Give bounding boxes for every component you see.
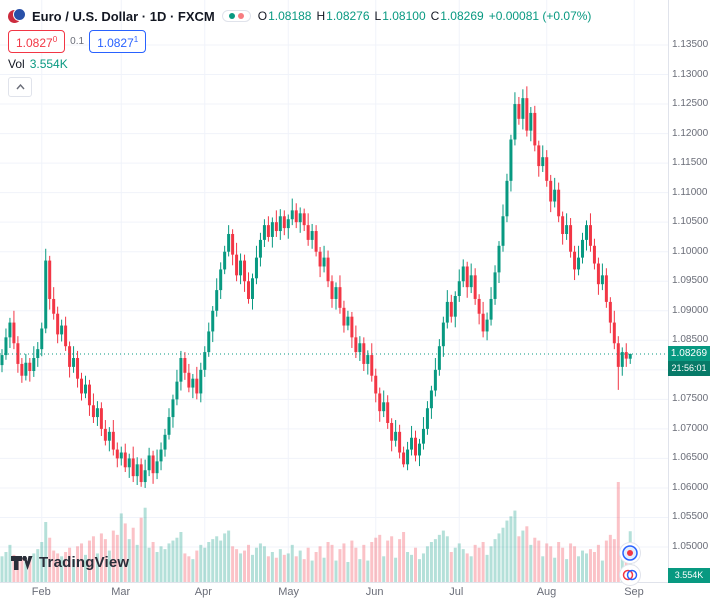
currency-pair-icon (8, 7, 26, 25)
volume-label[interactable]: Vol (8, 57, 25, 71)
symbol-title[interactable]: Euro / U.S. Dollar · 1D · FXCM (32, 8, 215, 24)
price-tick-label: 1.05500 (672, 511, 709, 523)
month-tick-label: May (278, 586, 300, 598)
price-tick-label: 1.05000 (672, 541, 709, 552)
legend-source-dots[interactable] (221, 10, 251, 22)
price-tick-label: 1.13000 (672, 68, 709, 80)
chevron-up-icon (15, 84, 25, 90)
month-tick-label: Aug (536, 586, 557, 598)
rings-icon-button[interactable] (620, 565, 640, 585)
buy-price-sup: 1 (133, 34, 139, 44)
bar-countdown-badge: 21:56:01 (668, 360, 710, 376)
price-tick-label: 1.10000 (672, 245, 709, 257)
volume-current-value: 3.554K (29, 57, 68, 71)
bullseye-icon-button[interactable] (620, 543, 640, 563)
close-label: C (430, 9, 440, 23)
tradingview-logo-icon (11, 555, 33, 570)
month-tick-label: Jun (365, 586, 384, 598)
month-tick-label: Mar (111, 586, 131, 598)
legend-collapse-button[interactable] (8, 77, 32, 97)
month-tick-label: Apr (194, 586, 212, 598)
volume-value-badge: 3.554K (668, 568, 710, 583)
price-tick-label: 1.07000 (672, 422, 709, 434)
price-axis[interactable]: 1.13500 1.13000 1.12500 1.12000 1.11500 1.110… (668, 0, 710, 582)
low-label: L (374, 9, 382, 23)
price-tick-label: 1.11000 (672, 186, 708, 198)
price-tick-label: 1.06000 (672, 481, 709, 493)
price-tick-label: 1.09000 (672, 304, 709, 316)
rings-icon (622, 569, 638, 581)
price-tick-label: 1.07500 (672, 393, 709, 405)
high-value: 1.08276 (326, 9, 370, 23)
price-tick-label: 1.09500 (672, 275, 709, 287)
month-tick-label: Sep (624, 586, 644, 598)
month-tick-label: Jul (449, 586, 464, 598)
time-axis[interactable]: Feb Mar Apr May Jun Jul Aug Sep (0, 582, 710, 600)
change-value: +0.00081 (+0.07%) (488, 9, 592, 23)
price-tick-label: 1.06500 (672, 452, 709, 464)
chart-legend: Euro / U.S. Dollar · 1D · FXCM O 1.08188 … (8, 6, 591, 97)
ohlc-readout: O 1.08188 H 1.08276 L 1.08100 C 1.08269 +0.0… (258, 9, 592, 23)
close-value: 1.08269 (440, 9, 484, 23)
month-tick-label: Feb (31, 586, 51, 598)
price-tick-label: 1.11500 (672, 157, 708, 169)
buy-button[interactable]: 1.08271 (89, 29, 147, 53)
down-dot-icon (237, 13, 244, 19)
bullseye-icon (622, 545, 638, 561)
price-tick-label: 1.12000 (672, 127, 709, 139)
price-tick-label: 1.08500 (672, 334, 709, 346)
sell-price-sup: 0 (52, 34, 58, 44)
candlestick-chart[interactable] (0, 0, 668, 582)
open-label: O (257, 9, 268, 23)
open-value: 1.08188 (268, 9, 312, 23)
high-label: H (316, 9, 326, 23)
price-tick-label: 1.10500 (672, 216, 709, 228)
tradingview-logo-text: TradingView (39, 554, 130, 571)
price-tick-label: 1.12500 (672, 98, 709, 110)
tradingview-logo[interactable]: TradingView (10, 554, 129, 571)
low-value: 1.08100 (382, 9, 426, 23)
last-price-badge: 1.08269 (668, 345, 710, 361)
price-tick-label: 1.13500 (672, 39, 709, 50)
up-dot-icon (228, 13, 235, 19)
sell-button[interactable]: 1.08270 (8, 29, 66, 53)
spread-value: 0.1 (70, 35, 85, 47)
